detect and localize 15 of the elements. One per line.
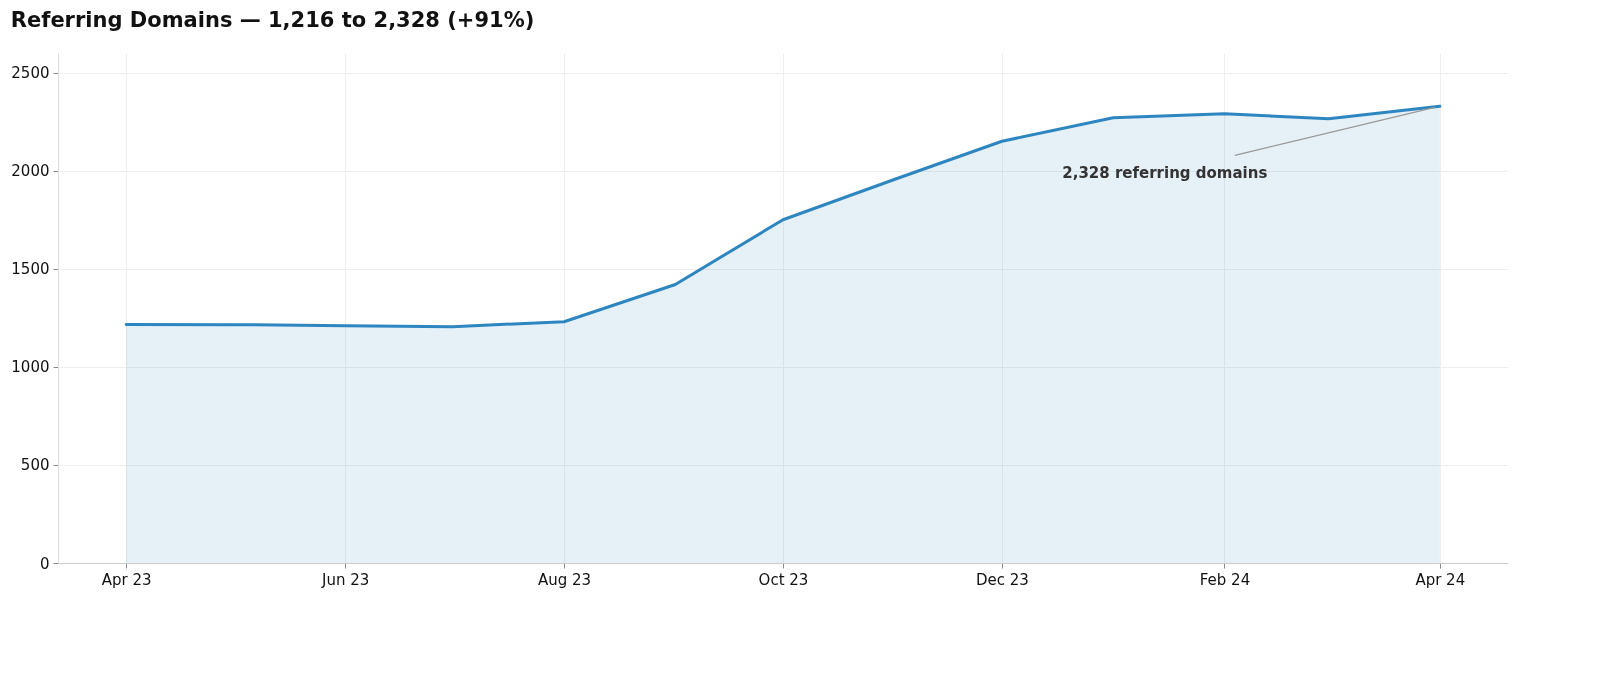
x-tick-label: Aug 23 bbox=[537, 570, 592, 589]
x-tick-label: Feb 24 bbox=[1199, 570, 1251, 589]
annotation: 2,328 referring domains bbox=[1062, 164, 1268, 183]
x-tick-label: Oct 23 bbox=[758, 570, 809, 589]
y-tick-label: 1000 bbox=[11, 358, 50, 377]
y-tick-label: 2500 bbox=[11, 64, 50, 83]
y-tick-label: 500 bbox=[20, 456, 50, 475]
chart-title: Referring Domains — 1,216 to 2,328 (+91%) bbox=[10, 8, 535, 32]
x-tick-label: Dec 23 bbox=[975, 570, 1029, 589]
x-tick-label: Apr 24 bbox=[1415, 570, 1466, 589]
x-tick-label: Jun 23 bbox=[320, 570, 370, 589]
y-tick-label: 0 bbox=[39, 554, 50, 573]
x-tick-label: Apr 23 bbox=[101, 570, 152, 589]
y-tick-label: 1500 bbox=[11, 260, 50, 279]
y-tick-label: 2000 bbox=[11, 162, 50, 181]
